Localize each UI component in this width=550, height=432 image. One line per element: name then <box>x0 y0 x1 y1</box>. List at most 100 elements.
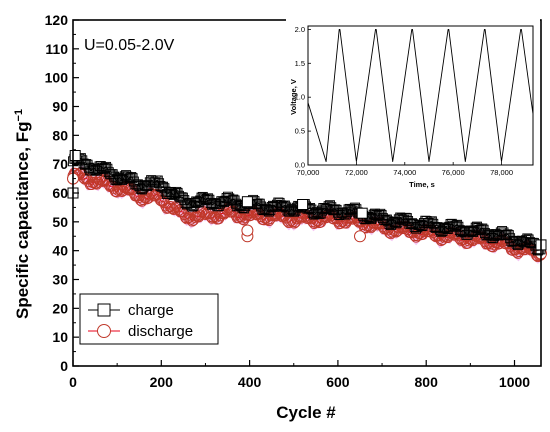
discharge-point <box>241 224 254 237</box>
legend: charge discharge <box>79 293 219 345</box>
charge-point <box>486 232 497 243</box>
discharge-point <box>86 179 97 190</box>
charge-point <box>135 183 146 194</box>
charge-point <box>356 207 368 219</box>
y-tick-label: 0 <box>60 358 68 374</box>
inset-y-axis-title: Voltage, V <box>289 79 298 115</box>
charge-point <box>335 209 346 220</box>
charge-point <box>401 213 412 223</box>
inset-y-tick-label: 0.0 <box>295 161 305 170</box>
inset-x-axis-title: Time, s <box>409 180 435 189</box>
inset-series <box>307 28 534 163</box>
legend-charge-label: charge <box>128 302 174 319</box>
charge-point <box>525 237 535 248</box>
charge-point <box>470 222 481 233</box>
charge-point <box>196 192 207 203</box>
inset-x-tick-label: 78,000 <box>490 168 513 177</box>
charge-point <box>223 191 233 202</box>
x-tick-label: 600 <box>326 374 350 390</box>
discharge-point <box>362 219 374 231</box>
charge-point <box>297 199 309 210</box>
discharge-point <box>206 212 218 224</box>
charge-point <box>472 221 482 232</box>
x-axis-title: Cycle # <box>276 403 336 422</box>
legend-discharge-label: discharge <box>128 323 193 340</box>
charge-point <box>521 235 531 246</box>
y-axis-title-superscript: −1 <box>13 109 25 122</box>
charge-point <box>283 206 294 217</box>
y-tick-label: 80 <box>52 127 68 143</box>
y-tick-label: 20 <box>52 300 68 316</box>
inset-y-tick-label: 1.0 <box>295 93 305 102</box>
charge-point <box>224 193 235 204</box>
y-tick-label: 50 <box>52 214 68 230</box>
charge-point <box>177 192 188 203</box>
charge-point <box>101 161 112 172</box>
y-tick-label: 10 <box>52 329 68 345</box>
charge-point <box>241 196 253 208</box>
discharge-point <box>136 195 148 207</box>
charge-point <box>505 233 516 244</box>
x-tick-label: 400 <box>238 374 262 390</box>
inset-y-tick-label: 0.5 <box>295 127 305 136</box>
charge-point <box>498 227 509 238</box>
discharge-point <box>180 212 192 224</box>
charge-point <box>395 212 406 223</box>
charge-point <box>411 223 422 234</box>
charge-point <box>152 175 163 186</box>
charge-point <box>309 209 320 220</box>
inset-chart: 0.0 0.5 1.0 1.5 2.0 70,000 72,000 74,000 76,000 7… <box>286 19 540 197</box>
x-tick-label: 0 <box>69 374 77 390</box>
x-tick-label: 1000 <box>499 374 530 390</box>
discharge-point <box>184 211 196 223</box>
charge-point <box>502 229 513 240</box>
discharge-point <box>354 230 366 243</box>
legend-discharge-marker <box>97 324 111 338</box>
y-axis-title: Specific capacitance, Fg−1 <box>13 109 32 319</box>
charge-point <box>215 198 225 209</box>
charge-point <box>102 163 113 174</box>
inset-x-tick-label: 74,000 <box>393 168 416 177</box>
series-charge <box>67 150 547 256</box>
charge-point <box>326 202 337 213</box>
inset-plot-frame <box>307 25 534 166</box>
inset-x-tick-label: 76,000 <box>442 168 465 177</box>
inset-voltage-line <box>307 28 534 163</box>
charge-point <box>127 173 138 184</box>
charge-point <box>377 213 388 224</box>
y-tick-label: 110 <box>45 41 68 57</box>
discharge-point <box>147 188 158 200</box>
charge-point <box>197 191 208 202</box>
inset-y-tick-label: 1.5 <box>295 59 305 68</box>
voltage-range-annotation: U=0.05-2.0V <box>84 37 175 54</box>
charge-point <box>138 182 149 193</box>
charge-point <box>503 230 514 240</box>
discharge-point <box>88 176 100 188</box>
charge-point <box>69 150 81 161</box>
discharge-point <box>410 231 422 243</box>
y-tick-label: 100 <box>45 70 69 86</box>
charge-point <box>446 218 457 229</box>
charge-point <box>142 181 153 192</box>
charge-point <box>396 213 407 224</box>
charge-point <box>121 170 131 181</box>
charge-point <box>95 161 106 171</box>
charge-point <box>403 216 414 226</box>
charge-point <box>452 219 463 230</box>
discharge-point <box>96 175 108 187</box>
main-series <box>67 150 547 264</box>
charge-point <box>426 216 437 227</box>
charge-point <box>119 171 130 182</box>
inset-y-tick-label: 2.0 <box>295 25 305 34</box>
discharge-point <box>332 215 344 227</box>
inset-ticks: 0.0 0.5 1.0 1.5 2.0 70,000 72,000 74,000 76,000 7… <box>295 25 513 177</box>
y-tick-label: 30 <box>52 272 68 288</box>
charge-point <box>155 181 166 191</box>
y-tick-label: 40 <box>52 243 68 259</box>
y-tick-label: 90 <box>52 99 68 115</box>
inset-x-tick-label: 72,000 <box>345 168 368 177</box>
charge-point <box>171 186 182 197</box>
legend-charge-marker <box>97 303 111 317</box>
charge-point <box>523 234 534 245</box>
